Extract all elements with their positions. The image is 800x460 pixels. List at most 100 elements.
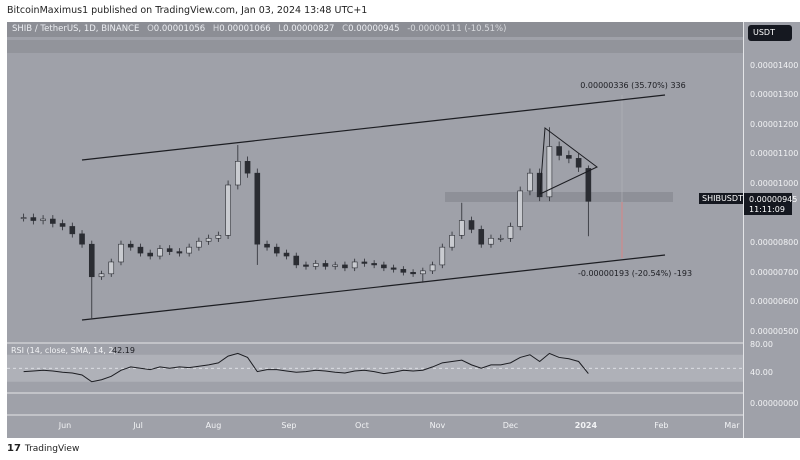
candle-body — [40, 218, 46, 221]
candle-body — [527, 172, 533, 192]
low-value: 0.00000827 — [283, 24, 335, 34]
candle-body — [186, 246, 192, 254]
candle-body — [205, 237, 212, 242]
time-tick: Aug — [206, 421, 222, 430]
candle-body — [390, 267, 397, 270]
candle-body — [546, 146, 553, 198]
price-tick: 0.00000500 — [750, 327, 799, 336]
measure-up-label: 0.00000336 (35.70%) 336 — [580, 81, 685, 90]
candle-body — [157, 248, 163, 257]
candle-body — [244, 161, 251, 174]
candle-body — [429, 264, 436, 272]
tradingview-logo-icon: 17 — [7, 443, 21, 454]
price-tick: 0.00001400 — [750, 60, 799, 70]
price-tick: 0.00000700 — [750, 267, 799, 277]
channel-upper-line — [81, 94, 666, 161]
candle-body — [283, 252, 290, 257]
candle-body — [20, 217, 27, 219]
candle-body — [235, 161, 241, 186]
rsi-tick-40: 40.00 — [750, 368, 773, 377]
publisher-line: BitcoinMaximus1 published on TradingView… — [7, 5, 368, 16]
candle-body — [293, 255, 300, 266]
candle-body — [449, 235, 455, 248]
candle-body — [127, 243, 134, 248]
time-tick: Jul — [132, 421, 143, 430]
candle-body — [59, 223, 66, 227]
rsi-label: RSI (14, close, SMA, 14, 2) — [11, 346, 117, 355]
price-tick: 0.00001200 — [750, 119, 799, 129]
candle-body — [566, 155, 572, 159]
close-value: 0.00000945 — [348, 24, 400, 34]
candle-body — [98, 273, 105, 278]
candle-body — [458, 220, 465, 236]
candle-body — [332, 264, 338, 267]
candle-body — [50, 218, 56, 224]
candle-body — [147, 252, 153, 257]
candle-body — [361, 261, 368, 264]
price-scale[interactable]: USDT 0.00001400 0.00001300 0.00001200 0.000… — [743, 22, 800, 438]
chart-area[interactable]: SHIB / TetherUS, 1D, BINANCE O0.00001056… — [7, 22, 800, 438]
currency-button[interactable]: USDT — [748, 25, 792, 41]
price-tick: 0.00001100 — [750, 149, 799, 159]
candle-body — [517, 190, 523, 227]
candle-body — [79, 233, 85, 245]
rsi-value: 42.19 — [112, 346, 135, 355]
candle-body — [118, 243, 124, 263]
open-value: 0.00001056 — [153, 24, 206, 34]
channel-lower-line — [81, 254, 666, 321]
candle-body — [273, 246, 280, 254]
candle-body — [137, 246, 144, 254]
status-band — [7, 40, 743, 53]
price-tick: 0.00001000 — [750, 179, 799, 188]
candle-body — [439, 246, 446, 266]
candle-body — [196, 240, 202, 248]
candle-body — [312, 263, 319, 267]
candle-body — [322, 263, 329, 267]
time-tick: Mar — [724, 421, 740, 430]
candle-body — [342, 264, 348, 269]
candle-body — [254, 172, 261, 245]
symmetrical-triangle — [539, 127, 598, 195]
time-tick: Nov — [430, 421, 446, 430]
candle-body — [488, 237, 494, 245]
footer-brand: 17 TradingView — [7, 443, 80, 454]
time-tick: 2024 — [575, 421, 598, 430]
candle-body — [585, 168, 592, 202]
candle-body — [88, 243, 95, 278]
price-tick: 0.00000600 — [750, 297, 799, 307]
symbol-header: SHIB / TetherUS, 1D, BINANCE O0.00001056… — [7, 22, 743, 37]
candle-body — [303, 264, 309, 267]
candle-body — [556, 146, 562, 156]
candle-body — [264, 243, 270, 248]
candle-body — [420, 270, 426, 275]
price-tick: 0.00000800 — [750, 238, 799, 248]
lower-pane-tick: 0.00000000 — [750, 399, 799, 408]
rsi-line — [23, 352, 589, 383]
time-tick: Feb — [654, 421, 668, 430]
candle-body — [108, 261, 115, 275]
countdown: 11:11:09 — [749, 205, 785, 214]
candle-body — [30, 217, 37, 221]
high-value: 0.00001066 — [219, 24, 271, 34]
candle-body — [371, 263, 377, 266]
current-price-label: 0.00000945 11:11:09 — [744, 193, 797, 215]
candle-body — [575, 158, 582, 168]
candle-body — [410, 272, 416, 275]
candle-body — [468, 220, 475, 230]
candle-body — [478, 229, 485, 245]
change-value: -0.00000111 (-10.51%) — [407, 24, 507, 34]
resistance-zone — [445, 192, 673, 202]
candle-body — [536, 172, 543, 198]
measure-down-label: -0.00000193 (-20.54%) -193 — [578, 269, 692, 278]
time-tick: Sep — [281, 421, 296, 430]
time-tick: Oct — [355, 421, 369, 430]
candle-body — [215, 235, 222, 239]
symbol-tag: SHIBUSDT — [699, 193, 746, 204]
candle-body — [507, 226, 514, 239]
candle-body — [166, 248, 173, 252]
price-chart[interactable]: Jun Jul Aug Sep Oct Nov Dec 2024 Feb Mar 0.0000033… — [7, 22, 743, 438]
candle-body — [176, 251, 183, 254]
candle-body — [225, 184, 231, 236]
candle-body — [400, 269, 407, 273]
candle-body — [351, 261, 358, 269]
